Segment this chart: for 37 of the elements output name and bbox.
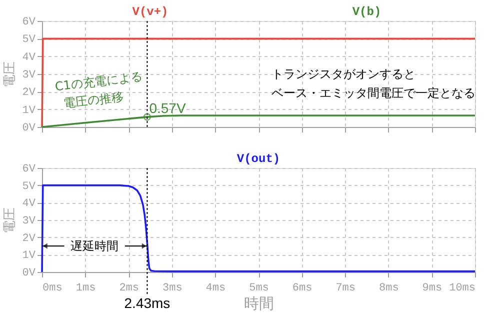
x-tick-label: 0ms — [42, 282, 62, 294]
y-tick-label: 3V — [22, 70, 36, 82]
series-label: V(v+) — [132, 5, 168, 19]
x-tick-label: 1ms — [76, 282, 96, 294]
x-tick-label: 10ms — [449, 282, 476, 294]
y-tick-label: 2V — [22, 87, 36, 100]
y-tick-label: 4V — [22, 198, 36, 210]
text: V(b) — [352, 5, 382, 19]
y-tick-label: 0V — [22, 122, 36, 134]
y-tick-label: 5V — [22, 180, 36, 193]
y-tick-label: 5V — [22, 34, 36, 46]
x-tick-label: 2ms — [119, 282, 140, 294]
y-tick-label: 1V — [22, 250, 36, 262]
y-tick-label: 1V — [22, 104, 36, 117]
annotation: 0.57V — [149, 100, 186, 116]
x-tick-label: 5ms — [249, 282, 269, 294]
y-tick-label: 2V — [22, 232, 36, 245]
x-tick-label: 7ms — [336, 282, 356, 294]
annotation: ベース・エミッタ間電圧で一定となる — [271, 86, 476, 100]
x-tick-label: 6ms — [292, 282, 312, 294]
x-tick-label: 3ms — [162, 282, 182, 294]
ref-line-label: 2.43ms — [124, 295, 170, 311]
annotation: 遅延時間 — [70, 239, 119, 253]
x-axis-title: 時間 — [244, 294, 274, 312]
y-tick-label: 0V — [22, 268, 36, 280]
x-tick-label: 8ms — [378, 282, 399, 294]
y-tick-label: 3V — [22, 216, 36, 228]
x-tick-label: 9ms — [422, 282, 442, 294]
y-axis-title: 電圧 — [2, 62, 18, 88]
y-axis-title: 電圧 — [2, 208, 18, 234]
y-tick-label: 4V — [22, 52, 36, 64]
annotation: 電圧の推移 — [62, 89, 124, 111]
text: V(out) — [236, 152, 280, 166]
y-tick-label: 6V — [22, 164, 36, 176]
x-tick-label: 4ms — [206, 282, 226, 294]
y-tick-label: 6V — [22, 16, 36, 28]
annotation: トランジスタがオンすると — [271, 67, 416, 81]
